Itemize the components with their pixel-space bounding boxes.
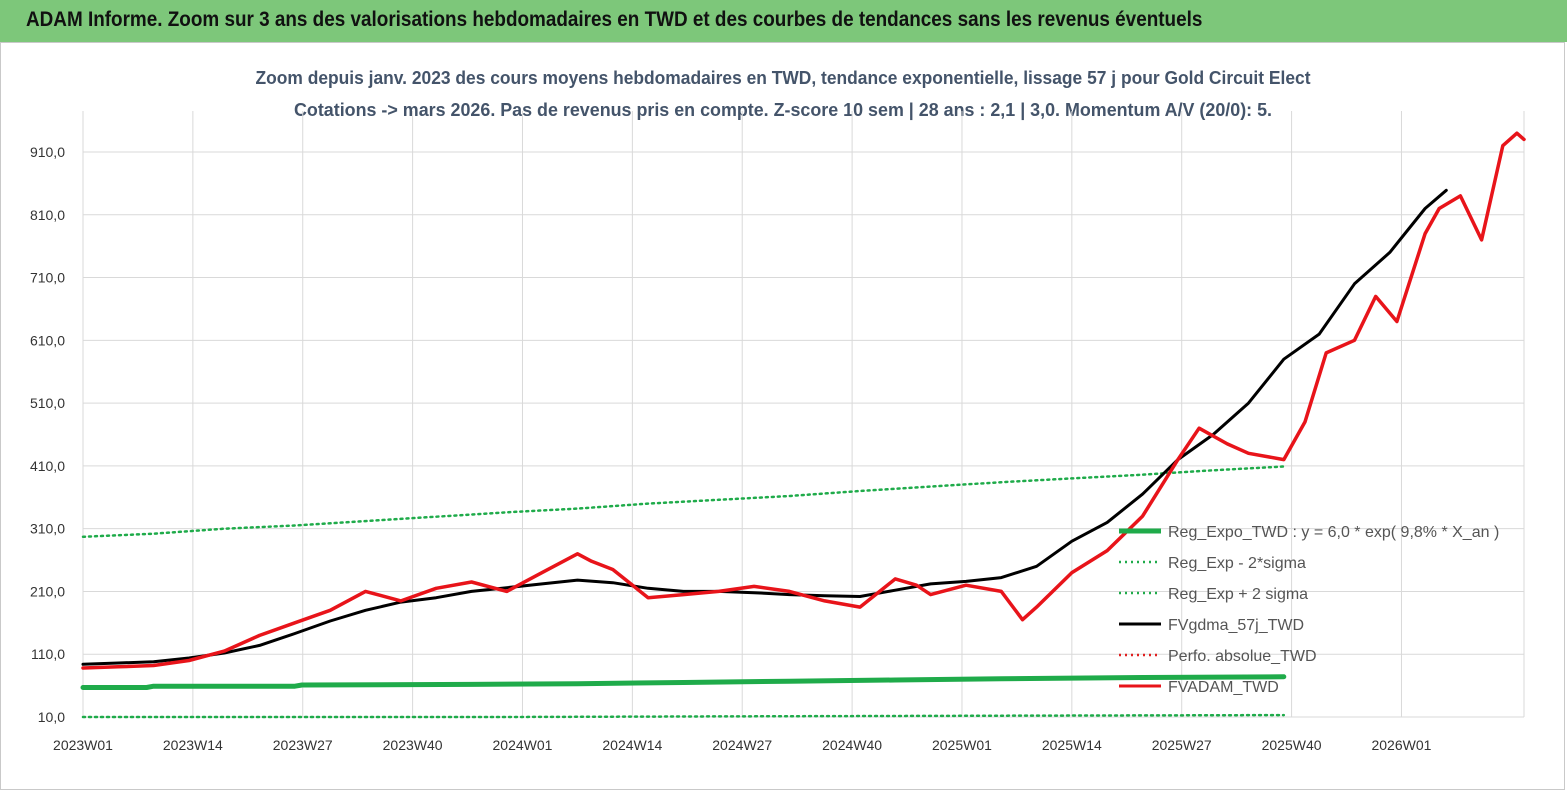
x-tick-label: 2023W40 — [383, 737, 443, 753]
chart: Zoom depuis janv. 2023 des cours moyens … — [30, 68, 1526, 753]
x-tick-label: 2025W01 — [932, 737, 992, 753]
series-line-3 — [81, 188, 1448, 666]
y-tick-label: 510,0 — [30, 395, 65, 411]
series-layer — [80, 131, 1526, 719]
x-tick-label: 2023W27 — [273, 737, 333, 753]
legend-label: Reg_Expo_TWD : y = 6,0 * exp( 9,8% * X_a… — [1168, 524, 1499, 541]
y-tick-label: 410,0 — [30, 458, 65, 474]
legend-label: FVADAM_TWD — [1168, 679, 1279, 696]
y-tick-label: 710,0 — [30, 270, 65, 286]
x-tick-label: 2024W14 — [602, 737, 662, 753]
x-tick-label: 2025W27 — [1152, 737, 1212, 753]
title-banner: ADAM Informe. Zoom sur 3 ans des valoris… — [0, 0, 1567, 42]
x-tick-label: 2023W14 — [163, 737, 223, 753]
x-tick-label: 2026W01 — [1371, 737, 1431, 753]
chart-title-line-1: Zoom depuis janv. 2023 des cours moyens … — [256, 68, 1311, 88]
legend-label: Reg_Exp + 2 sigma — [1168, 586, 1308, 603]
y-tick-label: 110,0 — [31, 646, 65, 662]
y-tick-label: 910,0 — [30, 144, 65, 160]
series-line-1 — [81, 713, 1286, 719]
y-tick-label: 310,0 — [30, 521, 65, 537]
legend-label: Perfo. absolue_TWD — [1168, 648, 1317, 665]
x-tick-label: 2025W40 — [1262, 737, 1322, 753]
y-tick-label: 10,0 — [38, 709, 65, 725]
x-tick-label: 2023W01 — [53, 737, 113, 753]
y-tick-label: 210,0 — [30, 583, 65, 599]
x-tick-label: 2025W14 — [1042, 737, 1102, 753]
y-tick-label: 610,0 — [30, 332, 65, 348]
y-tick-label: 810,0 — [30, 207, 65, 223]
banner-title: ADAM Informe. Zoom sur 3 ans des valoris… — [26, 8, 1203, 31]
x-tick-label: 2024W40 — [822, 737, 882, 753]
series-line-2 — [81, 465, 1286, 539]
legend: Reg_Expo_TWD : y = 6,0 * exp( 9,8% * X_a… — [1119, 524, 1499, 696]
legend-label: Reg_Exp - 2*sigma — [1168, 555, 1306, 572]
series-line-5 — [81, 131, 1526, 670]
x-tick-label: 2024W27 — [712, 737, 772, 753]
chart-frame: Zoom depuis janv. 2023 des cours moyens … — [0, 42, 1565, 790]
x-tick-label: 2024W01 — [493, 737, 553, 753]
series-line-0 — [80, 674, 1287, 690]
legend-label: FVgdma_57j_TWD — [1168, 617, 1304, 634]
chart-title-line-2: Cotations -> mars 2026. Pas de revenus p… — [294, 100, 1272, 120]
